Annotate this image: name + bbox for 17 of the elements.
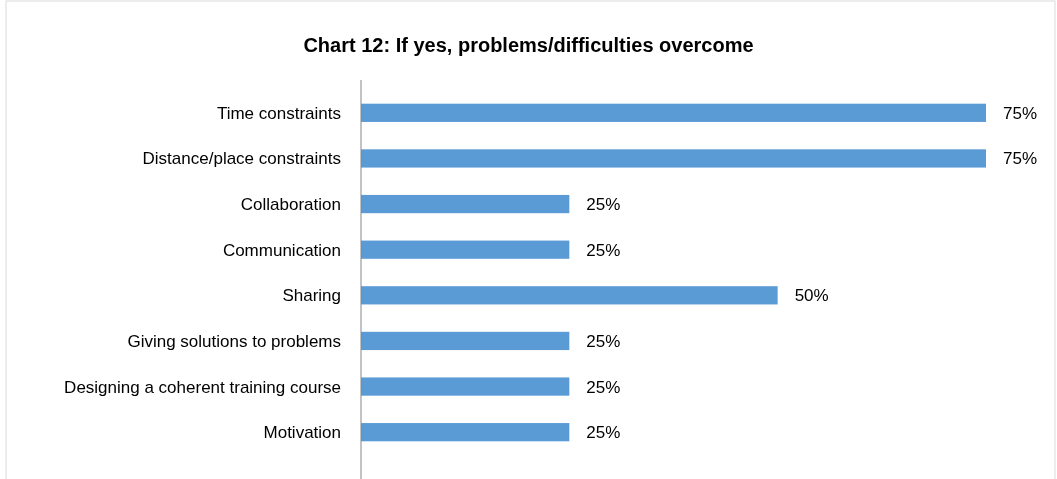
y-tick-label: Sharing (282, 286, 341, 306)
y-tick-label: Giving solutions to problems (127, 331, 341, 351)
data-label: 25% (586, 195, 621, 215)
data-label: 75% (1003, 149, 1038, 169)
y-tick-label: Collaboration (240, 195, 341, 215)
data-label: 75% (1003, 103, 1038, 123)
chart-title: Chart 12: If yes, problems/difficulties overcome (303, 34, 754, 56)
data-label: 25% (586, 377, 621, 397)
y-tick-label: Communication (222, 240, 341, 260)
y-tick-label: Time constraints (216, 103, 341, 123)
y-tick-label: Designing a coherent training course (64, 377, 341, 397)
data-label: 25% (586, 331, 621, 351)
data-label: 25% (586, 240, 621, 260)
y-tick-label: Motivation (263, 423, 341, 443)
data-label: 25% (586, 423, 621, 443)
data-label: 50% (794, 286, 829, 306)
y-tick-label: Distance/place constraints (142, 149, 341, 169)
